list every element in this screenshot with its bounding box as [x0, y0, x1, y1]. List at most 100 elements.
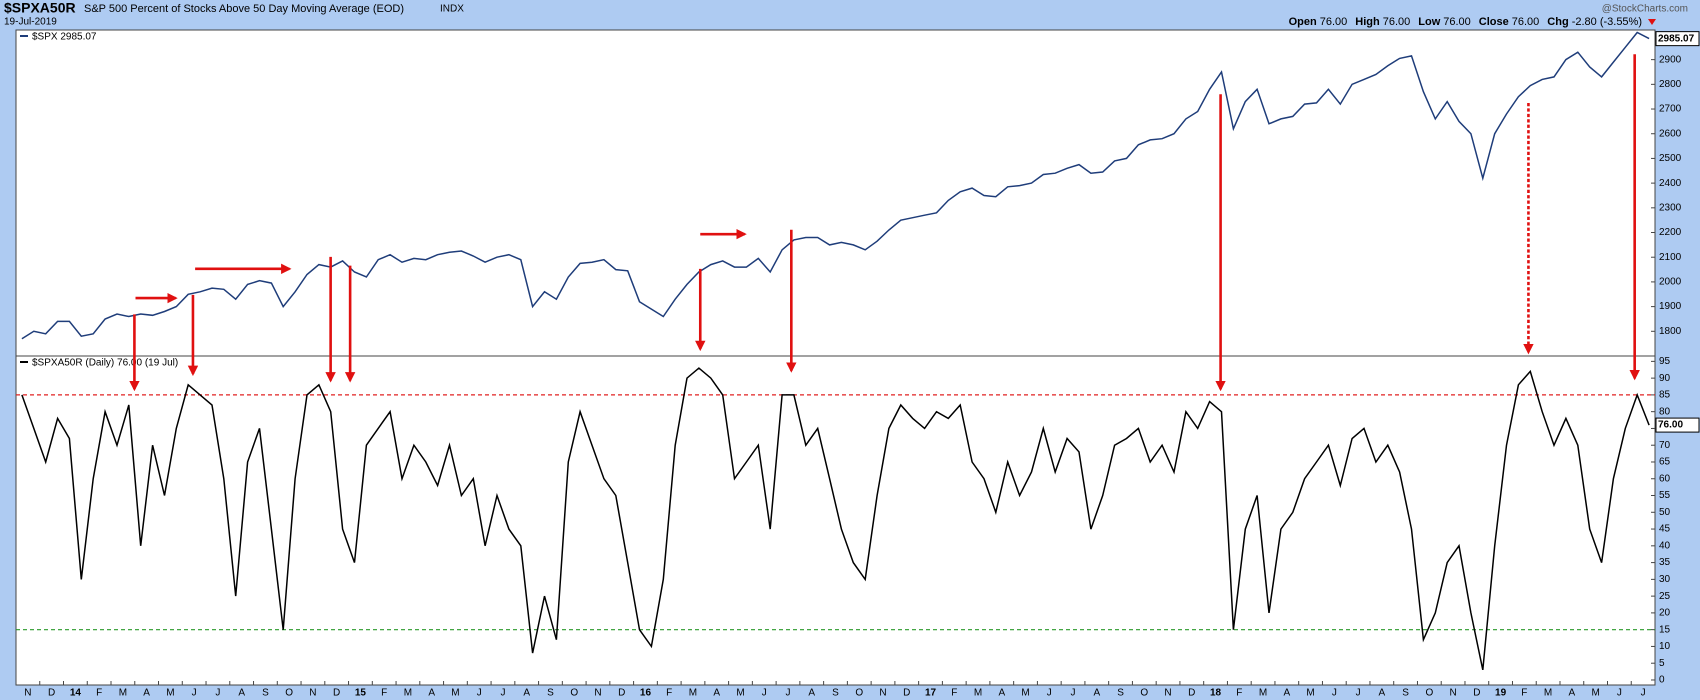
y-tick-label: 2500 — [1659, 153, 1682, 164]
x-tick-label: S — [1402, 688, 1409, 699]
x-tick-label: A — [713, 688, 720, 699]
x-tick-label: S — [1117, 688, 1124, 699]
x-tick-label: M — [451, 688, 459, 699]
last-value-tag — [1655, 417, 1700, 433]
y-tick-label: 25 — [1659, 591, 1671, 602]
x-tick-label: F — [96, 688, 102, 699]
x-tick-label: A — [428, 688, 435, 699]
series-line — [21, 31, 1650, 340]
x-tick-label: 17 — [925, 688, 937, 699]
x-tick-label: O — [570, 688, 578, 699]
x-tick-label: A — [1093, 688, 1100, 699]
x-tick-label: 19 — [1495, 688, 1507, 699]
x-tick-label: M — [974, 688, 982, 699]
y-tick-label: 2400 — [1659, 178, 1682, 189]
y-tick-label: 85 — [1659, 390, 1671, 401]
x-tick-label: J — [785, 688, 790, 699]
x-tick-label: F — [1236, 688, 1242, 699]
x-tick-label: M — [1259, 688, 1267, 699]
y-tick-label: 70 — [1659, 440, 1671, 451]
y-tick-label: 2300 — [1659, 202, 1682, 213]
exchange: INDX — [440, 4, 464, 15]
y-tick-label: 0 — [1659, 675, 1665, 686]
quote-value: 76.00 — [1320, 16, 1348, 28]
x-tick-label: 16 — [640, 688, 652, 699]
x-tick-label: A — [808, 688, 815, 699]
x-tick-label: 15 — [355, 688, 367, 699]
symbol: $SPXA50R — [4, 0, 76, 16]
y-tick-label: 1900 — [1659, 301, 1682, 312]
x-tick-label: J — [1047, 688, 1052, 699]
quote-label: Close — [1479, 16, 1509, 28]
x-tick-label: J — [192, 688, 197, 699]
x-tick-label: A — [1569, 688, 1576, 699]
y-tick-label: 2900 — [1659, 54, 1682, 65]
y-tick-label: 2600 — [1659, 128, 1682, 139]
y-tick-label: 45 — [1659, 524, 1671, 535]
y-tick-label: 80 — [1659, 406, 1671, 417]
y-tick-label: 55 — [1659, 490, 1671, 501]
price-panel — [15, 29, 1656, 357]
x-tick-label: J — [1356, 688, 1361, 699]
x-tick-label: O — [855, 688, 863, 699]
x-tick-label: O — [285, 688, 293, 699]
quote-value: 76.00 — [1383, 16, 1411, 28]
x-tick-label: D — [618, 688, 625, 699]
legend-label: $SPXA50R (Daily) 76.00 (19 Jul) — [32, 358, 178, 369]
x-tick-label: M — [166, 688, 174, 699]
x-tick-label: A — [998, 688, 1005, 699]
x-tick-label: J — [762, 688, 767, 699]
x-tick-label: M — [119, 688, 127, 699]
x-tick-label: M — [689, 688, 697, 699]
quote-value: -2.80 (-3.55%) — [1572, 16, 1642, 28]
x-tick-label: S — [547, 688, 554, 699]
annotations — [129, 54, 1640, 392]
quote-label: High — [1355, 16, 1380, 28]
x-tick-label: M — [736, 688, 744, 699]
quote-label: Low — [1418, 16, 1440, 28]
series-line — [21, 367, 1650, 671]
x-tick-label: J — [477, 688, 482, 699]
y-tick-label: 2000 — [1659, 277, 1682, 288]
quote-label: Open — [1289, 16, 1317, 28]
quote-value: 76.00 — [1443, 16, 1471, 28]
x-tick-label: O — [1425, 688, 1433, 699]
x-tick-label: N — [1164, 688, 1171, 699]
last-value-label: 76.00 — [1658, 420, 1683, 431]
x-tick-label: M — [1021, 688, 1029, 699]
x-tick-label: S — [832, 688, 839, 699]
y-tick-label: 2100 — [1659, 252, 1682, 263]
x-tick-label: J — [1071, 688, 1076, 699]
x-tick-label: F — [951, 688, 957, 699]
x-tick-label: A — [143, 688, 150, 699]
y-tick-label: 50 — [1659, 507, 1671, 518]
x-tick-label: A — [1283, 688, 1290, 699]
quote: Open 76.00 High 76.00 Low 76.00 Close 76.00 Chg -… — [1289, 16, 1642, 28]
x-tick-label: N — [24, 688, 31, 699]
x-tick-label: J — [215, 688, 220, 699]
y-tick-label: 10 — [1659, 641, 1671, 652]
x-tick-label: F — [666, 688, 672, 699]
x-tick-label: D — [333, 688, 340, 699]
x-tick-label: D — [48, 688, 55, 699]
y-tick-label: 65 — [1659, 457, 1671, 468]
y-tick-label: 40 — [1659, 540, 1671, 551]
x-tick-label: M — [1306, 688, 1314, 699]
x-tick-label: D — [1188, 688, 1195, 699]
date: 19-Jul-2019 — [4, 17, 57, 28]
x-tick-label: F — [381, 688, 387, 699]
legend-label: $SPX 2985.07 — [32, 32, 97, 43]
x-tick-label: A — [523, 688, 530, 699]
x-tick-label: N — [309, 688, 316, 699]
x-tick-label: A — [1378, 688, 1385, 699]
y-tick-label: 95 — [1659, 356, 1671, 367]
y-tick-label: 1800 — [1659, 326, 1682, 337]
x-tick-label: J — [1332, 688, 1337, 699]
y-tick-label: 20 — [1659, 608, 1671, 619]
plot: 1800 1900 2000 2100 2200 2300 2400 2500 2600 2700… — [15, 31, 1700, 699]
last-value-label: 2985.07 — [1658, 33, 1695, 44]
quote-label: Chg — [1547, 16, 1568, 28]
y-tick-label: 90 — [1659, 373, 1671, 384]
y-tick-label: 60 — [1659, 473, 1671, 484]
